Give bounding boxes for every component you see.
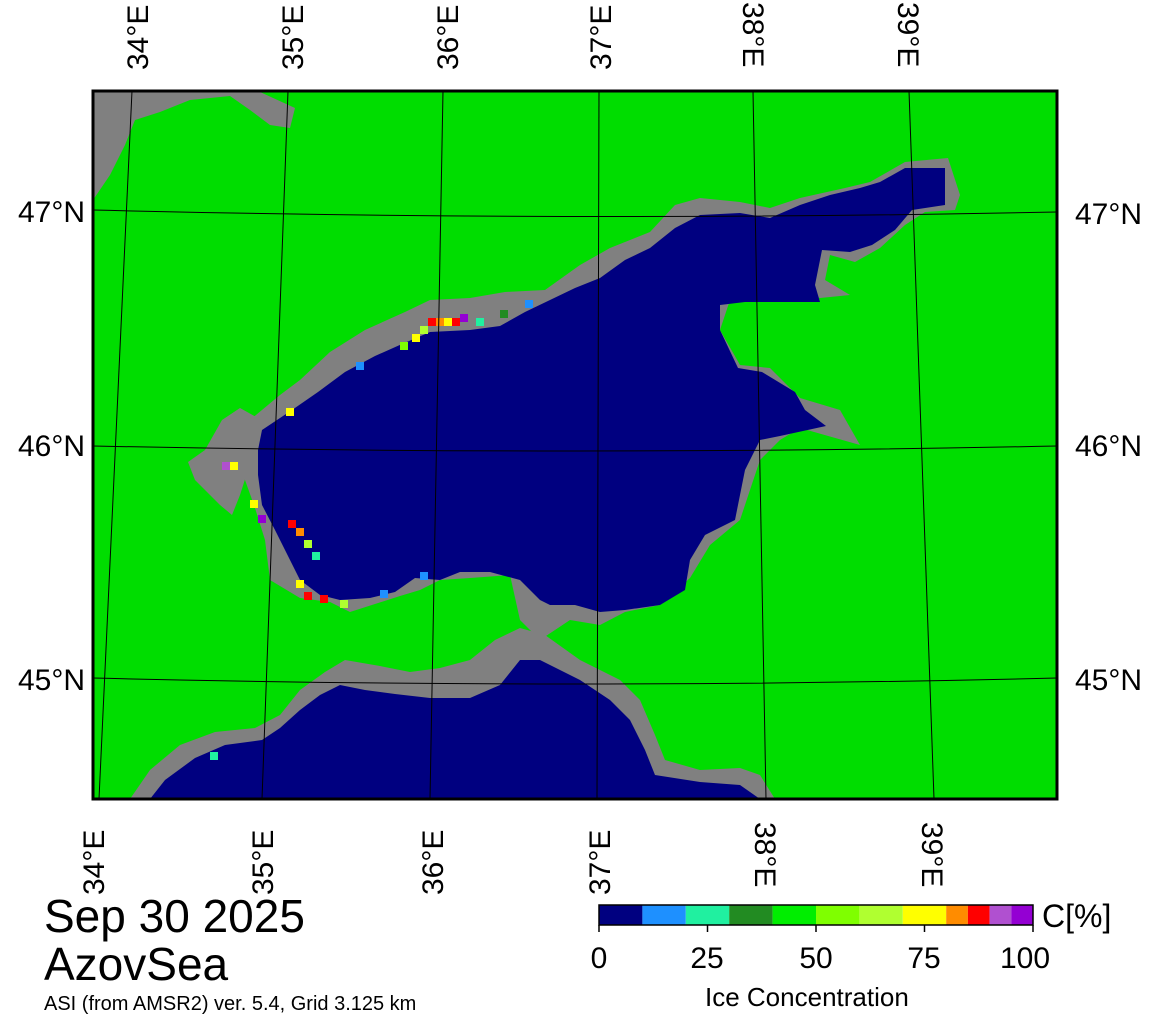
colorbar-bin xyxy=(729,905,773,925)
colorbar-tick-label: 25 xyxy=(690,942,724,975)
left-lat-label: 46°N xyxy=(18,430,85,463)
colorbar-tick-label: 100 xyxy=(999,942,1051,975)
region-label: AzovSea xyxy=(44,938,229,990)
map-frame xyxy=(91,89,1059,801)
colorbar-tick-label: 75 xyxy=(907,942,941,975)
bottom-lon-labels: 34°E 35°E 36°E 37°E 38°E 39°E xyxy=(78,822,948,895)
colorbar-tick-label: 0 xyxy=(590,942,608,975)
black-sea xyxy=(150,660,760,799)
colorbar-bin xyxy=(859,905,903,925)
colorbar-tick-marks xyxy=(598,925,1034,932)
left-lat-label: 45°N xyxy=(18,664,85,697)
source-label: ASI (from AMSR2) ver. 5.4, Grid 3.125 km xyxy=(44,993,417,1015)
right-lat-label: 47°N xyxy=(1075,198,1142,231)
graticule xyxy=(93,91,1057,799)
top-lon-label: 37°E xyxy=(585,5,618,70)
colorbar-bin xyxy=(685,905,730,925)
top-lon-labels: 34°E 35°E 36°E 37°E 38°E 39°E xyxy=(122,2,924,70)
colorbar-bin xyxy=(642,905,686,925)
colorbar-bin xyxy=(599,905,643,925)
colorbar-tick-label: 50 xyxy=(799,942,833,975)
top-lon-label: 38°E xyxy=(736,2,769,67)
colorbar-bin xyxy=(772,905,816,925)
colorbar-bin xyxy=(1011,905,1033,925)
bottom-lon-label: 37°E xyxy=(584,830,617,895)
colorbar-bin xyxy=(989,905,1012,925)
bottom-lon-label: 38°E xyxy=(748,822,781,887)
date-label: Sep 30 2025 xyxy=(44,890,305,942)
bottom-lon-label: 36°E xyxy=(417,830,450,895)
map-area xyxy=(93,91,1057,799)
top-lon-label: 39°E xyxy=(891,2,924,67)
coast-mask-nw xyxy=(93,91,295,200)
colorbar-bin xyxy=(967,905,990,925)
bottom-lon-label: 35°E xyxy=(247,830,280,895)
sea-of-azov xyxy=(258,168,945,612)
bottom-lon-label: 34°E xyxy=(78,830,111,895)
colorbar-unit: C[%] xyxy=(1042,898,1112,934)
left-lat-label: 47°N xyxy=(18,196,85,229)
colorbar-title: Ice Concentration xyxy=(705,982,909,1012)
top-lon-label: 35°E xyxy=(277,5,310,70)
coast-mask-sivash xyxy=(188,408,258,515)
right-lat-label: 45°N xyxy=(1075,664,1142,697)
colorbar-bin xyxy=(902,905,947,925)
ice-concentration-pixels xyxy=(210,300,533,760)
colorbar xyxy=(599,905,1033,925)
colorbar-bin xyxy=(816,905,860,925)
top-lon-label: 34°E xyxy=(122,5,155,70)
bottom-lon-label: 39°E xyxy=(915,822,948,887)
top-lon-label: 36°E xyxy=(432,5,465,70)
colorbar-bin xyxy=(946,905,968,925)
right-lat-label: 46°N xyxy=(1075,430,1142,463)
lat-labels: 47°N 46°N 45°N 47°N 46°N 45°N xyxy=(18,196,1142,697)
